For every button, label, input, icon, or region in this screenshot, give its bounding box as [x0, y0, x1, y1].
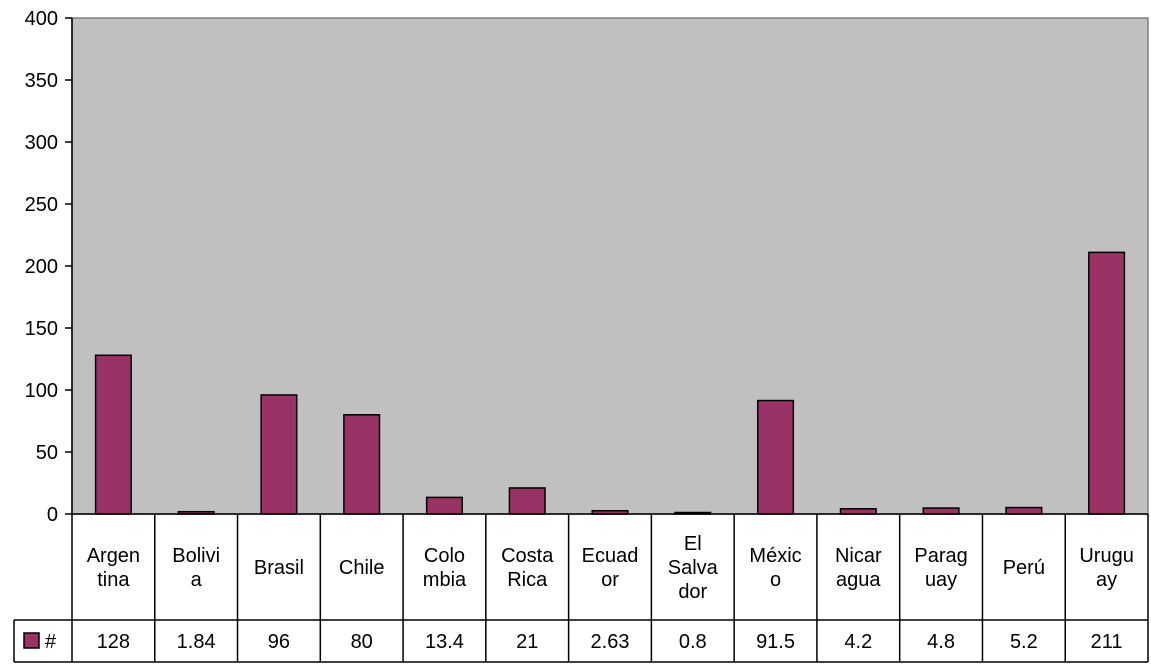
category-label-line: Bolivi	[172, 545, 220, 567]
value-label: 80	[351, 631, 373, 653]
value-label: 4.8	[927, 631, 955, 653]
value-label: 128	[97, 631, 130, 653]
category-label: Méxic o	[749, 545, 801, 591]
category-label: El Salva dor	[668, 533, 719, 603]
category-label-line: agua	[836, 569, 881, 591]
category-label: Perú	[1003, 557, 1045, 579]
category-label-line: Costa	[501, 545, 554, 567]
category-label-line: uay	[925, 569, 957, 591]
y-tick-label: 400	[25, 8, 58, 30]
value-label: 13.4	[425, 631, 464, 653]
bar	[756, 399, 795, 515]
category-label: Ecuad or	[582, 545, 639, 591]
y-tick-label: 200	[25, 256, 58, 278]
category-label: Brasil	[254, 557, 304, 579]
category-label-line: Parag	[914, 545, 967, 567]
category-label-line: El	[684, 533, 702, 555]
y-axis: 0 50 100 150 200 250 300 350 400	[25, 8, 73, 662]
category-label-line: o	[770, 569, 781, 591]
category-label-line: Urugu	[1079, 545, 1133, 567]
legend-label: #	[45, 631, 57, 653]
bar	[922, 507, 960, 515]
category-labels: Argen tina Bolivi a Brasil Chile Colo mbia Costa…	[87, 533, 1134, 603]
value-label: 21	[516, 631, 538, 653]
value-label: 91.5	[756, 631, 795, 653]
category-label-line: Ecuad	[582, 545, 639, 567]
category-label-line: tina	[97, 569, 130, 591]
value-labels: 128 1.84 96 80 13.4 21 2.63 0.8 91.5 4.2 4.8 5.2 211	[97, 631, 1123, 653]
category-label-line: ay	[1096, 569, 1117, 591]
y-tick-label: 100	[25, 380, 58, 402]
category-label-line: Brasil	[254, 557, 304, 579]
bars	[94, 251, 1126, 515]
category-label-line: a	[191, 569, 203, 591]
y-tick-label: 0	[47, 504, 58, 526]
y-tick-label: 50	[36, 442, 58, 464]
category-label: Nicar agua	[835, 545, 882, 591]
bar	[94, 354, 132, 515]
y-tick-label: 250	[25, 194, 58, 216]
category-label-line: Salva	[668, 557, 719, 579]
category-label: Argen tina	[87, 545, 140, 591]
category-label: Costa Rica	[501, 545, 554, 591]
category-label-line: Nicar	[835, 545, 882, 567]
category-label-line: Perú	[1003, 557, 1045, 579]
bar	[1005, 506, 1043, 515]
category-label-line: or	[601, 569, 619, 591]
value-label: 1.84	[177, 631, 216, 653]
category-label: Chile	[339, 557, 385, 579]
bar	[1088, 251, 1126, 515]
y-tick-label: 300	[25, 132, 58, 154]
category-label: Urugu ay	[1079, 545, 1133, 591]
category-label-line: Colo	[424, 545, 465, 567]
bar	[260, 394, 298, 515]
category-label-line: Rica	[507, 569, 548, 591]
plot-background	[71, 17, 1149, 515]
y-tick-label: 150	[25, 318, 58, 340]
category-label-line: Chile	[339, 557, 385, 579]
bar	[425, 496, 464, 515]
plot-area	[71, 17, 1149, 515]
data-table	[13, 513, 1149, 663]
category-label-line: Méxic	[749, 545, 801, 567]
category-label-line: mbia	[423, 569, 467, 591]
y-tick-label: 350	[25, 70, 58, 92]
value-label: 211	[1091, 631, 1123, 653]
category-label-line: dor	[678, 581, 707, 603]
bar	[839, 508, 877, 515]
category-label: Bolivi a	[172, 545, 220, 591]
value-label: 96	[268, 631, 290, 653]
value-label: 4.2	[844, 631, 872, 653]
bar	[508, 487, 546, 515]
category-label-line: Argen	[87, 545, 140, 567]
value-label: 5.2	[1010, 631, 1038, 653]
bar	[343, 414, 381, 515]
value-label: 2.63	[591, 631, 630, 653]
legend-key	[23, 632, 40, 649]
value-label: 0.8	[679, 631, 707, 653]
legend: #	[23, 631, 57, 653]
category-label: Colo mbia	[423, 545, 467, 591]
category-label: Parag uay	[914, 545, 967, 591]
